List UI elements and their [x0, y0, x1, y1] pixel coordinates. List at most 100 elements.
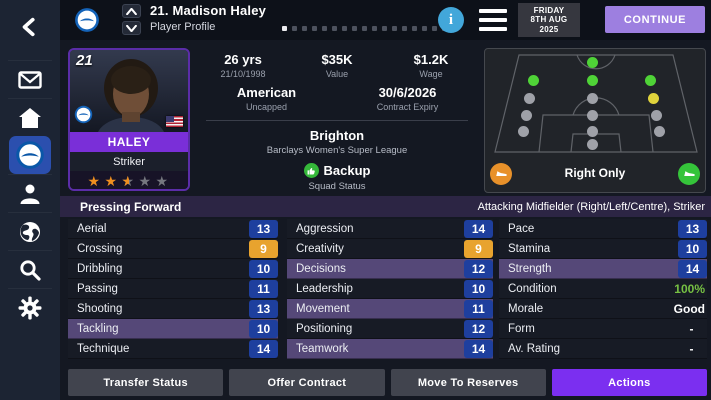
previous-player-button[interactable] [122, 4, 141, 18]
attr-row-aerial[interactable]: Aerial 13 [68, 219, 278, 239]
chevron-left-icon [19, 16, 41, 38]
attr-value: 14 [249, 339, 278, 358]
footedness-row: Right Only [485, 163, 705, 187]
attr-row-crossing[interactable]: Crossing 9 [68, 239, 278, 259]
position-dot-gk [587, 139, 598, 150]
attr-value: 11 [464, 299, 493, 318]
attr-row-dribbling[interactable]: Dribbling 10 [68, 259, 278, 279]
attr-value: 10 [249, 259, 278, 278]
info-button[interactable]: i [438, 7, 464, 33]
page-subtitle: Player Profile [150, 21, 216, 33]
attr-row-av-rating[interactable]: Av. Rating - [499, 339, 707, 359]
position-dot-dm [587, 110, 598, 121]
attr-row-tackling[interactable]: Tackling 10 [68, 319, 278, 339]
attr-row-shooting[interactable]: Shooting 13 [68, 299, 278, 319]
wage-cell: $1.2K Wage [384, 52, 478, 79]
attr-row-morale[interactable]: Morale Good [499, 299, 707, 319]
search-icon [18, 258, 42, 282]
star-icon [88, 173, 103, 189]
attr-row-condition[interactable]: Condition 100% [499, 279, 707, 299]
attr-row-leadership[interactable]: Leadership 10 [287, 279, 493, 299]
back-button[interactable] [8, 8, 52, 46]
attr-row-stamina[interactable]: Stamina 10 [499, 239, 707, 259]
attr-row-form[interactable]: Form - [499, 319, 707, 339]
pagination-dot [352, 26, 357, 31]
footedness-label: Right Only [564, 166, 626, 180]
attr-row-aggression[interactable]: Aggression 14 [287, 219, 493, 239]
left-foot-indicator [490, 163, 512, 185]
attr-row-creativity[interactable]: Creativity 9 [287, 239, 493, 259]
attr-value: - [689, 321, 694, 336]
attr-value: 12 [464, 319, 493, 338]
birth-date: 21/10/1998 [220, 69, 266, 79]
home-icon [18, 107, 42, 129]
club-name: Brighton [309, 128, 365, 143]
attr-value: 11 [249, 279, 278, 298]
club-crest-mini-icon [74, 105, 93, 129]
attr-value: 14 [464, 219, 493, 238]
move-to-reserves-button[interactable]: Move To Reserves [390, 369, 546, 396]
attr-row-pace[interactable]: Pace 13 [499, 219, 707, 239]
transfer-value: $35K [321, 52, 353, 67]
boot-icon [495, 165, 508, 183]
attr-value: 9 [464, 239, 493, 258]
boot-icon [683, 165, 696, 183]
pagination-dot [422, 26, 427, 31]
wage-value: $1.2K [413, 52, 449, 67]
menu-button[interactable] [479, 9, 507, 31]
pagination-dot [322, 26, 327, 31]
attr-row-movement[interactable]: Movement 11 [287, 299, 493, 319]
sidebar-item-search[interactable] [8, 250, 52, 288]
pagination-dot [392, 26, 397, 31]
pagination-dot [382, 26, 387, 31]
club-league: Barclays Women's Super League [266, 145, 408, 156]
transfer-status-button[interactable]: Transfer Status [68, 369, 224, 396]
pagination-dot [402, 26, 407, 31]
divider [206, 120, 468, 121]
sidebar-item-club[interactable] [9, 136, 51, 174]
next-player-button[interactable] [122, 21, 141, 35]
offer-contract-button[interactable]: Offer Contract [229, 369, 385, 396]
thumbs-up-icon [303, 163, 319, 178]
header-titles: 21. Madison Haley Player Profile [150, 3, 266, 33]
position-dot-dl [518, 126, 529, 137]
attr-value: 14 [464, 339, 493, 358]
attr-row-technique[interactable]: Technique 14 [68, 339, 278, 359]
actions-button[interactable]: Actions [551, 369, 707, 396]
role-name: Pressing Forward [80, 199, 182, 214]
position-dot-wbr [651, 110, 662, 121]
attr-row-decisions[interactable]: Decisions 12 [287, 259, 493, 279]
attr-row-teamwork[interactable]: Teamwork 14 [287, 339, 493, 359]
game-date[interactable]: FRIDAY 8TH AUG 2025 [518, 3, 580, 37]
attr-row-strength[interactable]: Strength 14 [499, 259, 707, 279]
pagination-dot [342, 26, 347, 31]
pagination-dots[interactable] [282, 26, 447, 31]
value-cell: $35K Value [290, 52, 384, 79]
role-bar[interactable]: Pressing Forward Attacking Midfielder (R… [60, 196, 711, 217]
sidebar-item-settings[interactable] [8, 288, 52, 326]
star-icon [139, 173, 154, 189]
nationality-cell: American Uncapped [196, 85, 337, 112]
squad-status-line: Backup [196, 163, 478, 178]
position-dot-dc [587, 126, 598, 137]
usa-flag-icon [166, 116, 183, 127]
attr-row-positioning[interactable]: Positioning 12 [287, 319, 493, 339]
sidebar-item-world[interactable] [8, 212, 52, 250]
value-label: Value [325, 69, 349, 79]
sidebar-item-home[interactable] [8, 98, 52, 136]
sidebar-item-inbox[interactable] [8, 60, 52, 98]
action-bar: Transfer Status Offer Contract Move To R… [68, 369, 707, 396]
attr-row-passing[interactable]: Passing 11 [68, 279, 278, 299]
pagination-dot [292, 26, 297, 31]
wage-label: Wage [419, 69, 443, 79]
attr-value: 10 [249, 319, 278, 338]
continue-button[interactable]: CONTINUE [605, 6, 705, 33]
sidebar-item-manager[interactable] [8, 174, 52, 212]
player-position: Striker [70, 152, 188, 171]
attributes-column-technical: Aerial 13 Crossing 9 Dribbling 10 Passing 11… [68, 219, 278, 359]
pagination-dot [332, 26, 337, 31]
attr-value: 10 [464, 279, 493, 298]
star-rating [70, 171, 188, 189]
player-card: 21 HALEY Striker [68, 48, 190, 191]
